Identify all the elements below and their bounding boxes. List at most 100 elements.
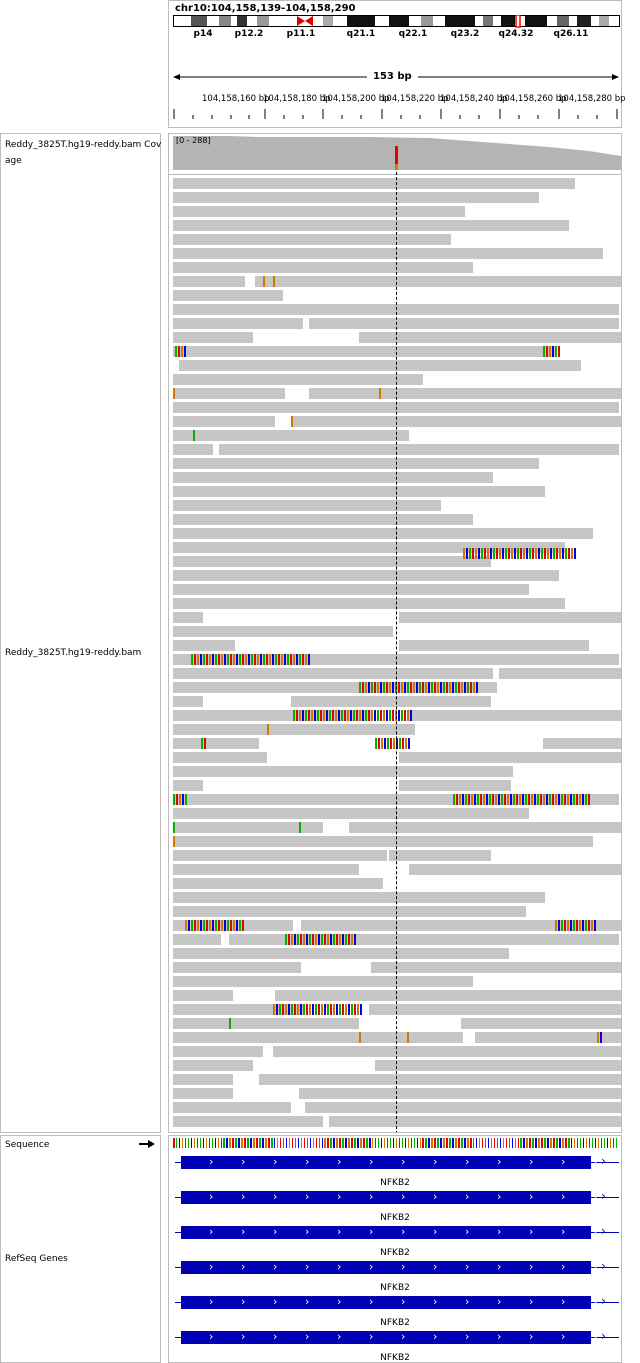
aligned-read[interactable] bbox=[173, 1032, 463, 1043]
aligned-read[interactable] bbox=[173, 696, 203, 707]
aligned-read[interactable] bbox=[173, 388, 285, 399]
aligned-read[interactable] bbox=[173, 836, 593, 847]
aligned-read[interactable] bbox=[173, 234, 451, 245]
aligned-read[interactable] bbox=[173, 612, 203, 623]
aligned-read[interactable] bbox=[359, 332, 621, 343]
aligned-read[interactable] bbox=[173, 556, 491, 567]
aligned-read[interactable] bbox=[399, 752, 621, 763]
aligned-read[interactable] bbox=[173, 1102, 291, 1113]
alignment-track-name[interactable]: Reddy_3825T.hg19-reddy.bam bbox=[5, 648, 142, 658]
aligned-read[interactable] bbox=[173, 752, 267, 763]
sequence-track[interactable] bbox=[173, 1138, 619, 1148]
aligned-read[interactable] bbox=[389, 850, 491, 861]
aligned-read[interactable] bbox=[349, 822, 621, 833]
aligned-read[interactable] bbox=[173, 1018, 359, 1029]
aligned-read[interactable] bbox=[173, 1060, 253, 1071]
aligned-read[interactable] bbox=[173, 206, 465, 217]
aligned-read[interactable] bbox=[499, 668, 621, 679]
aligned-read[interactable] bbox=[173, 528, 593, 539]
aligned-read[interactable] bbox=[173, 598, 565, 609]
aligned-read[interactable] bbox=[173, 808, 529, 819]
aligned-read[interactable] bbox=[173, 220, 569, 231]
aligned-read[interactable] bbox=[173, 570, 559, 581]
aligned-read[interactable] bbox=[173, 416, 275, 427]
aligned-read[interactable] bbox=[173, 962, 301, 973]
aligned-read[interactable] bbox=[173, 822, 323, 833]
aligned-read[interactable] bbox=[173, 486, 545, 497]
aligned-read[interactable] bbox=[173, 1074, 233, 1085]
aligned-read[interactable] bbox=[173, 458, 539, 469]
aligned-read[interactable] bbox=[291, 696, 491, 707]
aligned-read[interactable] bbox=[173, 346, 557, 357]
aligned-read[interactable] bbox=[375, 1060, 621, 1071]
aligned-read[interactable] bbox=[305, 1102, 621, 1113]
aligned-read[interactable] bbox=[173, 332, 253, 343]
gene-exon[interactable]: › › › › › › › › › › › › › bbox=[181, 1156, 597, 1169]
aligned-read[interactable] bbox=[229, 934, 619, 945]
aligned-read[interactable] bbox=[173, 794, 213, 805]
aligned-read[interactable] bbox=[461, 1018, 621, 1029]
aligned-read[interactable] bbox=[543, 738, 621, 749]
aligned-read[interactable] bbox=[173, 276, 245, 287]
aligned-read[interactable] bbox=[173, 724, 415, 735]
aligned-read[interactable] bbox=[475, 1032, 621, 1043]
aligned-read[interactable] bbox=[399, 780, 511, 791]
aligned-read[interactable] bbox=[173, 738, 259, 749]
right-arrow-icon[interactable] bbox=[139, 1139, 155, 1149]
aligned-read[interactable] bbox=[173, 906, 526, 917]
aligned-read[interactable] bbox=[173, 1116, 323, 1127]
aligned-read[interactable] bbox=[173, 878, 383, 889]
feature-data-panel[interactable]: › › › › › › › › › › › › › › NFKB2 › › › › › › › › › › › › › › NFKB2 › ›… bbox=[168, 1135, 622, 1363]
aligned-read[interactable] bbox=[173, 290, 283, 301]
aligned-read[interactable] bbox=[173, 430, 409, 441]
aligned-read[interactable] bbox=[173, 584, 529, 595]
track-name-panel-alignments[interactable]: Reddy_3825T.hg19-reddy.bam Cov age Reddy… bbox=[0, 133, 161, 1133]
gene-exon[interactable]: › › › › › › › › › › › › › bbox=[181, 1296, 597, 1309]
aligned-read[interactable] bbox=[173, 472, 493, 483]
aligned-read[interactable] bbox=[173, 626, 393, 637]
gene-exon[interactable]: › › › › › › › › › › › › › bbox=[181, 1226, 597, 1239]
aligned-read[interactable] bbox=[173, 1088, 233, 1099]
aligned-read[interactable] bbox=[173, 318, 303, 329]
aligned-read[interactable] bbox=[259, 1074, 621, 1085]
aligned-read[interactable] bbox=[173, 542, 565, 553]
aligned-read[interactable] bbox=[173, 892, 545, 903]
aligned-read[interactable] bbox=[173, 934, 221, 945]
sequence-track-name[interactable]: Sequence bbox=[5, 1140, 50, 1150]
aligned-read[interactable] bbox=[409, 864, 621, 875]
aligned-read[interactable] bbox=[173, 1004, 303, 1015]
aligned-read[interactable] bbox=[309, 388, 621, 399]
gene-exon[interactable]: › › › › › › › › › › › › › bbox=[181, 1191, 597, 1204]
aligned-read[interactable] bbox=[255, 276, 621, 287]
aligned-read[interactable] bbox=[173, 780, 203, 791]
aligned-read[interactable] bbox=[299, 1088, 621, 1099]
aligned-read[interactable] bbox=[173, 990, 233, 1001]
aligned-read[interactable] bbox=[173, 850, 387, 861]
aligned-read[interactable] bbox=[173, 262, 473, 273]
aligned-read[interactable] bbox=[205, 794, 619, 805]
aligned-read[interactable] bbox=[371, 962, 621, 973]
aligned-read[interactable] bbox=[179, 360, 581, 371]
aligned-read[interactable] bbox=[173, 1046, 263, 1057]
aligned-read[interactable] bbox=[173, 640, 235, 651]
coverage-histogram[interactable] bbox=[169, 134, 622, 174]
aligned-read[interactable] bbox=[173, 192, 539, 203]
aligned-read[interactable] bbox=[173, 864, 359, 875]
aligned-read[interactable] bbox=[173, 668, 493, 679]
aligned-read[interactable] bbox=[275, 990, 621, 1001]
refseq-track-name[interactable]: RefSeq Genes bbox=[5, 1254, 68, 1264]
aligned-read[interactable] bbox=[309, 318, 619, 329]
aligned-read[interactable] bbox=[173, 948, 509, 959]
gene-exon[interactable]: › › › › › › › › › › › › › bbox=[181, 1261, 597, 1274]
gene-exon[interactable]: › › › › › › › › › › › › › bbox=[181, 1331, 597, 1344]
aligned-read[interactable] bbox=[173, 514, 473, 525]
track-name-panel-features[interactable]: Sequence RefSeq Genes bbox=[0, 1135, 161, 1363]
aligned-read[interactable] bbox=[173, 444, 213, 455]
aligned-read[interactable] bbox=[173, 248, 603, 259]
aligned-read[interactable] bbox=[219, 444, 619, 455]
aligned-read[interactable] bbox=[399, 640, 589, 651]
coverage-track-name[interactable]: Reddy_3825T.hg19-reddy.bam Cov bbox=[5, 140, 162, 150]
aligned-read[interactable] bbox=[329, 1116, 621, 1127]
aligned-read[interactable] bbox=[369, 1004, 621, 1015]
aligned-read[interactable] bbox=[173, 766, 513, 777]
